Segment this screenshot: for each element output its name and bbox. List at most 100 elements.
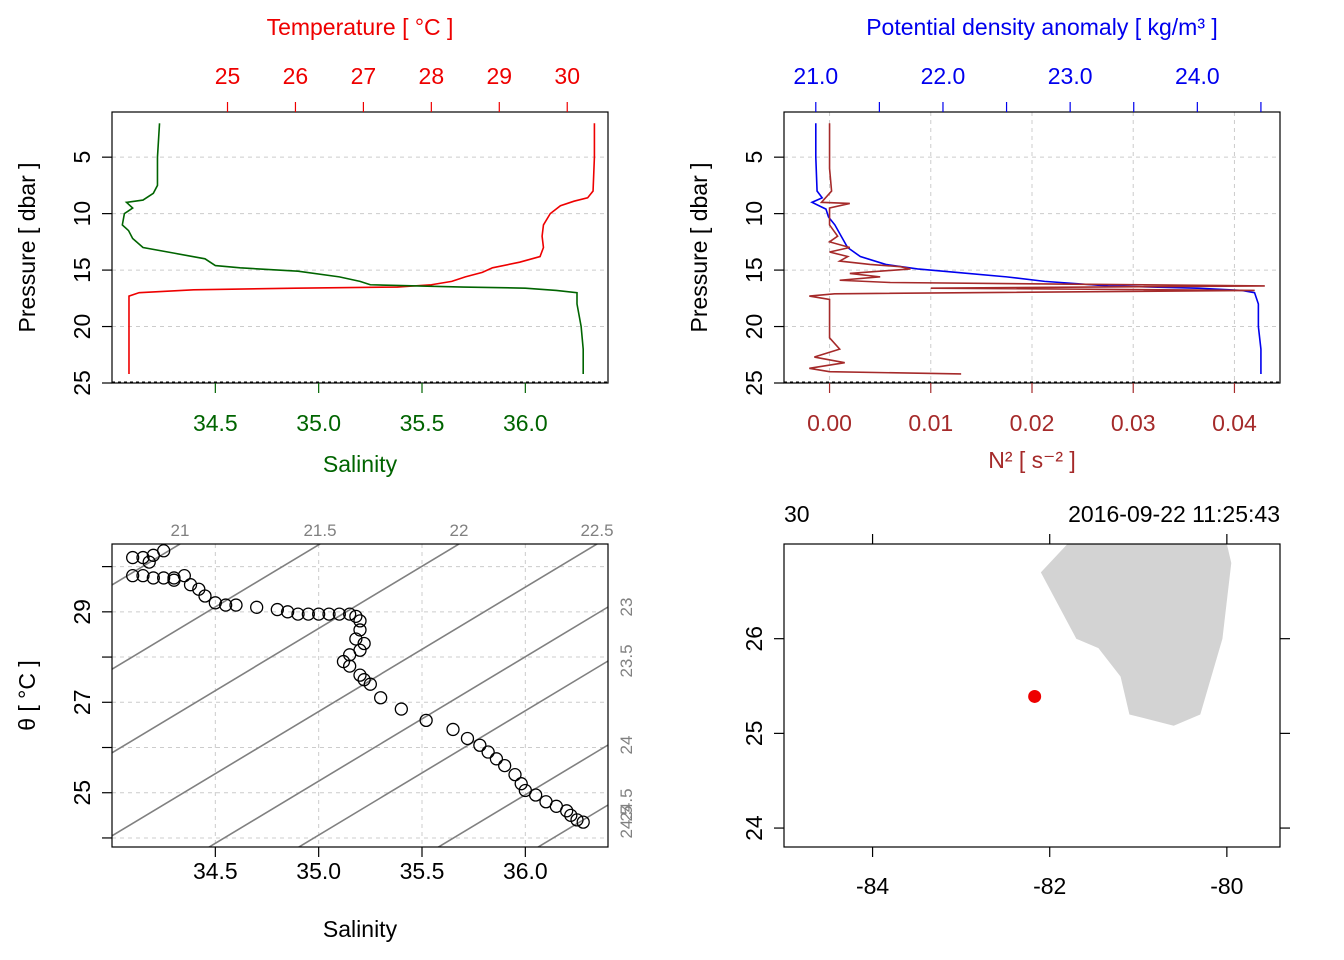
data-point: [343, 659, 357, 673]
x-axis-title: Salinity: [323, 916, 398, 942]
y-tick-label: 5: [741, 151, 767, 164]
x-tick-label: 35.5: [400, 858, 445, 884]
data-point: [498, 758, 512, 773]
bottom-tick-label: 34.5: [193, 410, 238, 436]
data-point: [529, 788, 543, 802]
data-point: [167, 573, 181, 587]
data-point: [460, 731, 475, 746]
top-tick-label: 27: [351, 63, 377, 89]
bottom-tick-label: 35.0: [296, 410, 341, 436]
panel-ts-diagram: 21 21.5 22 22.5 23 23.5 24 24.524.5 34.5 35.0 35.5…: [14, 521, 636, 942]
data-point: [157, 544, 171, 558]
top-tick-label: 22.0: [921, 63, 966, 89]
data-point: [142, 555, 156, 569]
data-point: [481, 745, 495, 759]
top-axis-title: Temperature [ °C ]: [267, 14, 454, 40]
data-point: [343, 648, 357, 662]
bottom-axis-title: Salinity: [323, 451, 398, 477]
x-tick-label: 35.0: [296, 858, 341, 884]
y-tick-label: 10: [69, 201, 95, 227]
y-tick-label: 26: [741, 626, 767, 652]
isopycnal-line: [297, 660, 608, 847]
data-point: [353, 623, 367, 637]
x-tick-label: 36.0: [503, 858, 548, 884]
isopycnal-line: [436, 744, 608, 847]
data-point: [219, 598, 233, 612]
series-n2: [809, 123, 1265, 375]
bottom-tick-label: 0.00: [807, 410, 852, 436]
data-point: [126, 550, 140, 565]
top-tick-label: 24.0: [1175, 63, 1220, 89]
bottom-tick-label: 0.02: [1010, 410, 1055, 436]
y-tick-label: 20: [69, 314, 95, 340]
data-point: [446, 722, 460, 737]
data-point: [343, 607, 357, 621]
data-point: [198, 589, 212, 603]
y-tick-label: 25: [741, 721, 767, 747]
y-tick-label: 15: [69, 257, 95, 283]
data-point: [560, 804, 574, 818]
data-point: [332, 607, 346, 621]
panel-temperature-salinity-profile: 25 26 27 28 29 30 Temperature [ °C ] 34.5 35.0 35…: [14, 14, 609, 477]
y-tick-label: 20: [741, 314, 767, 340]
data-point: [157, 571, 171, 585]
series-salinity: [121, 123, 585, 374]
x-tick-label: -80: [1210, 873, 1243, 899]
y-tick-label: 29: [69, 599, 95, 625]
plot-frame: [111, 543, 609, 848]
station-marker: [1028, 689, 1042, 703]
y-tick-label: 25: [69, 370, 95, 396]
y-tick-label: 5: [69, 151, 95, 164]
y-tick-label: 25: [69, 780, 95, 806]
y-axis-title: θ [ °C ]: [14, 660, 40, 731]
top-tick-label: 26: [283, 63, 309, 89]
isopycnal-right-label: 24.5: [617, 805, 636, 838]
data-point: [363, 677, 377, 691]
x-tick-label: -82: [1033, 873, 1066, 899]
data-point: [473, 738, 487, 752]
data-point: [357, 636, 371, 651]
series-density: [810, 123, 1262, 374]
data-point: [394, 702, 408, 716]
y-tick-label: 15: [741, 257, 767, 283]
isopycnal-right-label: 23: [617, 598, 636, 617]
data-point: [183, 578, 198, 592]
isopycnal-right-label: 23.5: [617, 644, 636, 677]
y-tick-label: 10: [741, 201, 767, 227]
top-tick-label: 21.0: [793, 63, 838, 89]
data-point: [514, 777, 528, 791]
data-point: [281, 605, 295, 619]
data-point: [353, 614, 367, 628]
bottom-tick-label: 0.01: [908, 410, 953, 436]
map-area: [1028, 544, 1232, 726]
isopycnal-line: [112, 544, 461, 754]
data-point: [270, 602, 284, 617]
top-tick-label: 30: [554, 63, 580, 89]
data-point: [312, 607, 326, 621]
station-label: 30: [784, 501, 810, 527]
panel-station-map: -84 -82 -80 24 25 26 30 2016-09-22 11:25:43: [741, 501, 1290, 899]
top-tick-label: 25: [215, 63, 241, 89]
top-axis-title: Potential density anomaly [ kg/m³ ]: [866, 14, 1218, 40]
data-point: [208, 596, 222, 610]
x-tick-label: -84: [856, 873, 889, 899]
data-point: [301, 607, 315, 621]
data-point: [570, 813, 584, 827]
isopycnal-top-label: 22: [450, 521, 469, 540]
data-point: [374, 691, 388, 705]
bottom-tick-label: 36.0: [503, 410, 548, 436]
top-tick-label: 23.0: [1048, 63, 1093, 89]
isopycnal-top-label: 21: [171, 521, 190, 540]
land-polygon: [1040, 544, 1232, 726]
isopycnal-line: [112, 544, 599, 837]
isopycnal-line: [207, 606, 608, 847]
plot-area: [112, 544, 608, 847]
data-point: [136, 569, 150, 583]
plot-frame: [111, 111, 609, 384]
bottom-tick-label: 35.5: [400, 410, 445, 436]
y-tick-label: 25: [741, 370, 767, 396]
isopycnal-top-label: 22.5: [580, 521, 613, 540]
y-axis-title: Pressure [ dbar ]: [686, 162, 712, 332]
top-tick-label: 29: [486, 63, 512, 89]
